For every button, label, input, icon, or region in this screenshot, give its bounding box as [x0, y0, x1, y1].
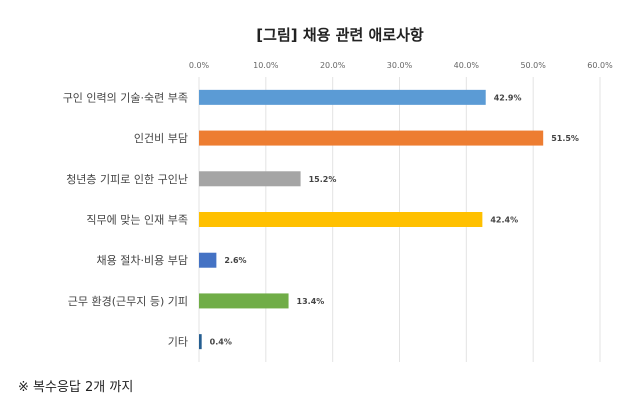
- data-label: 0.4%: [210, 338, 232, 347]
- chart-title: [그림] 채용 관련 애로사항: [256, 26, 424, 44]
- data-label: 15.2%: [309, 175, 337, 184]
- data-label: 2.6%: [224, 256, 246, 265]
- footnote: ※ 복수응답 2개 까지: [18, 380, 133, 395]
- x-tick-label: 0.0%: [189, 61, 210, 70]
- bar: [199, 89, 486, 105]
- data-label: 42.4%: [490, 216, 518, 225]
- category-label: 기타: [168, 336, 188, 349]
- bar: [199, 130, 544, 146]
- x-tick-label: 50.0%: [520, 61, 546, 70]
- category-label: 채용 절차·비용 부담: [97, 254, 188, 267]
- bar: [199, 212, 483, 227]
- data-label: 13.4%: [297, 297, 325, 306]
- x-tick-label: 40.0%: [454, 61, 480, 70]
- x-tick-label: 30.0%: [387, 61, 413, 70]
- x-tick-label: 10.0%: [253, 61, 279, 70]
- data-label: 51.5%: [551, 134, 579, 143]
- bar: [199, 334, 202, 350]
- category-label: 구인 인력의 기술·숙련 부족: [63, 91, 188, 104]
- category-label: 근무 환경(근무지 등) 기피: [68, 295, 188, 308]
- bar: [199, 293, 289, 309]
- category-label: 청년층 기피로 인한 구인난: [66, 173, 188, 186]
- category-label: 인건비 부담: [134, 132, 188, 145]
- data-label: 42.9%: [494, 93, 522, 102]
- x-tick-label: 60.0%: [587, 61, 613, 70]
- bar: [199, 171, 301, 187]
- x-tick-label: 20.0%: [320, 61, 346, 70]
- bar: [199, 252, 217, 268]
- category-label: 직무에 맞는 인재 부족: [86, 214, 188, 227]
